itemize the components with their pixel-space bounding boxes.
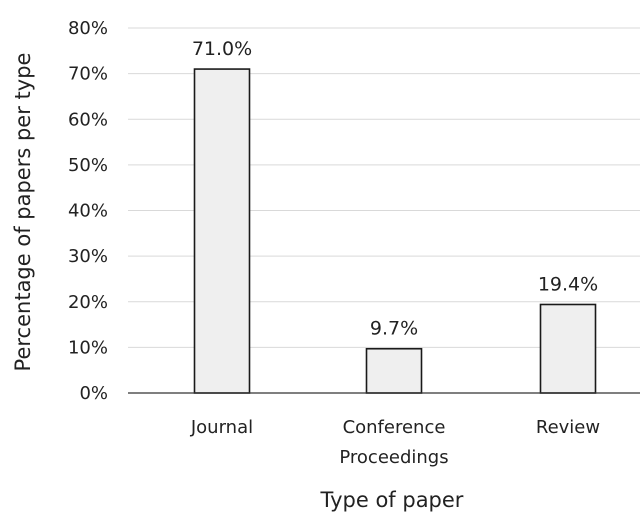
bar-value-label: 9.7% bbox=[370, 318, 418, 340]
y-tick-label: 0% bbox=[79, 383, 108, 404]
bar-value-label: 71.0% bbox=[192, 38, 252, 60]
y-tick-label: 20% bbox=[68, 292, 108, 313]
y-tick-label: 70% bbox=[68, 64, 108, 85]
y-tick-labels: 0% 10% 20% 30% 40% 50% 60% 70% 80% bbox=[68, 18, 108, 404]
y-tick-label: 10% bbox=[68, 337, 108, 358]
y-tick-label: 30% bbox=[68, 246, 108, 267]
bar bbox=[365, 347, 423, 394]
x-category-label: Journal bbox=[190, 417, 253, 438]
y-axis-title: Percentage of papers per type bbox=[11, 53, 35, 372]
bar-value-label: 19.4% bbox=[538, 273, 598, 295]
x-axis-title: Type of paper bbox=[320, 488, 464, 512]
y-tick-label: 50% bbox=[68, 155, 108, 176]
y-tick-label: 80% bbox=[68, 18, 108, 39]
bar bbox=[539, 303, 597, 394]
bars bbox=[193, 68, 597, 394]
bar bbox=[193, 68, 251, 394]
x-category-label: Proceedings bbox=[339, 447, 448, 468]
x-category-label: Review bbox=[536, 417, 600, 438]
y-tick-label: 60% bbox=[68, 109, 108, 130]
data-labels: 71.0% 9.7% 19.4% bbox=[192, 38, 598, 340]
x-category-labels: Journal Conference Proceedings Review bbox=[190, 417, 600, 468]
y-tick-label: 40% bbox=[68, 201, 108, 222]
x-category-label: Conference bbox=[343, 417, 446, 438]
